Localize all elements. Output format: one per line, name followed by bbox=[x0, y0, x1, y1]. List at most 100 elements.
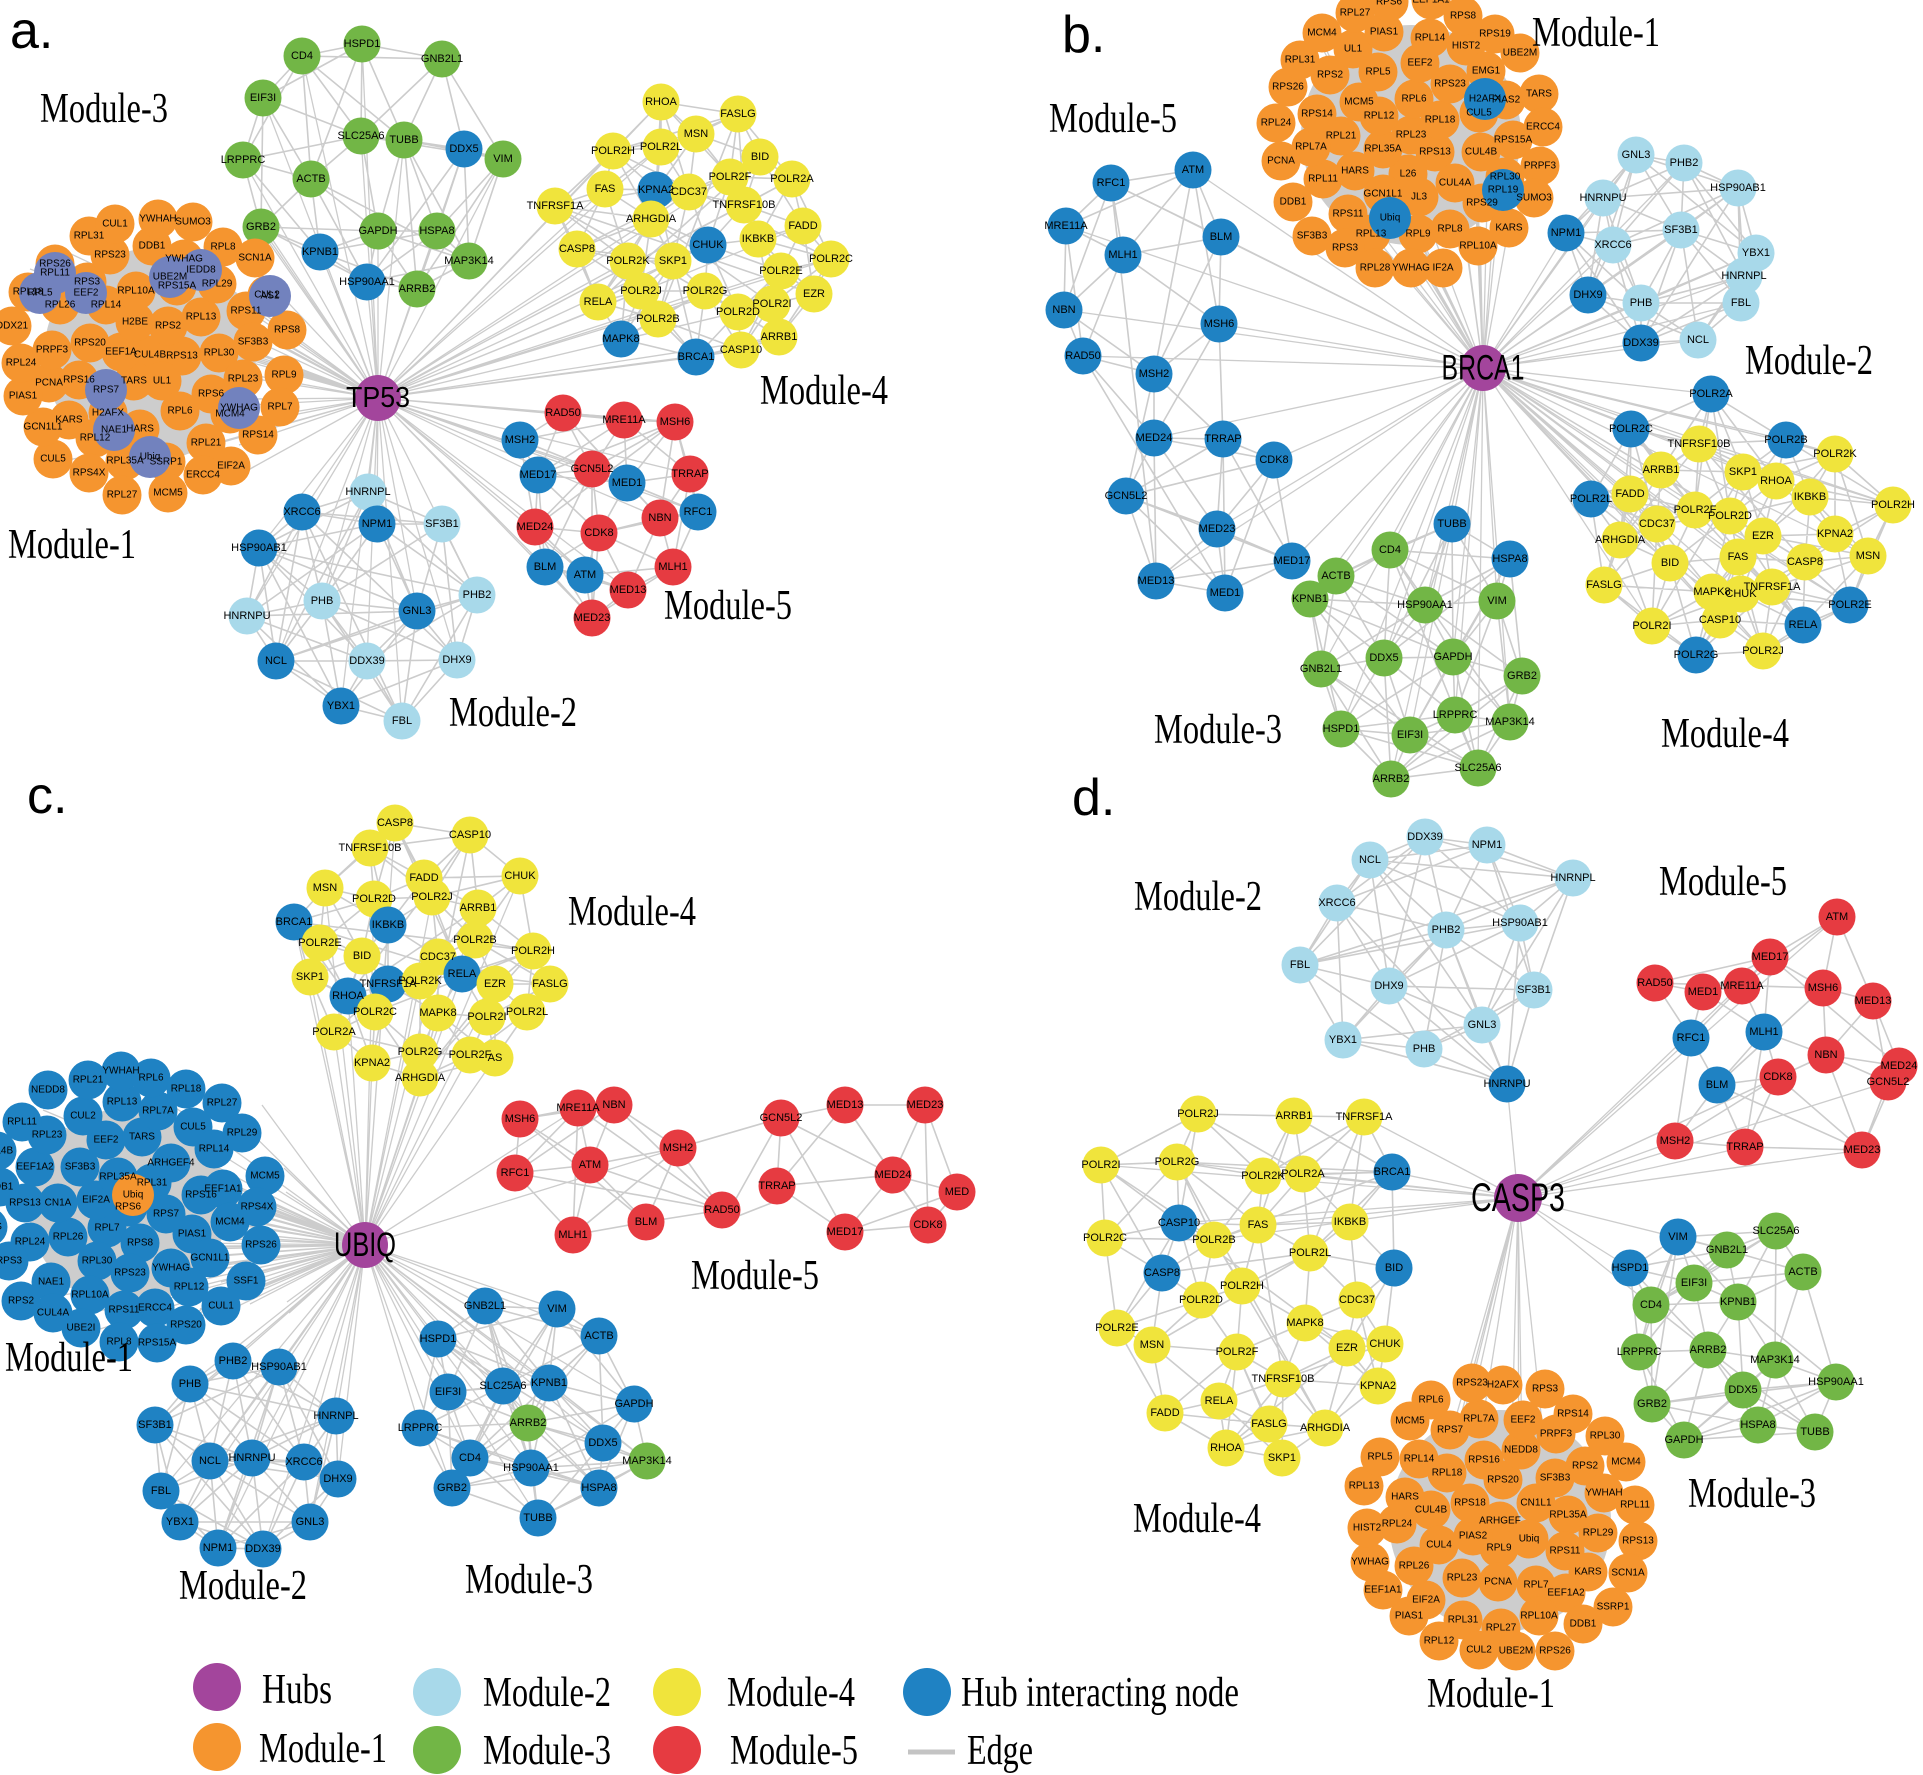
svg-text:RPL27: RPL27 bbox=[107, 490, 138, 501]
svg-text:MED17: MED17 bbox=[520, 469, 557, 481]
svg-text:Module-5: Module-5 bbox=[1049, 96, 1177, 142]
svg-text:AS: AS bbox=[488, 1052, 503, 1064]
svg-text:RPS13: RPS13 bbox=[9, 1198, 41, 1209]
svg-text:EEF1A: EEF1A bbox=[105, 347, 137, 358]
svg-text:NPM1: NPM1 bbox=[362, 518, 393, 530]
svg-text:BLM: BLM bbox=[534, 561, 557, 573]
svg-text:POLR2G: POLR2G bbox=[398, 1046, 443, 1058]
svg-text:CUL5: CUL5 bbox=[180, 1122, 206, 1133]
svg-text:RPS7: RPS7 bbox=[153, 1209, 180, 1220]
svg-text:MLH1: MLH1 bbox=[1108, 249, 1137, 261]
svg-text:RFC1: RFC1 bbox=[1677, 1032, 1706, 1044]
svg-text:POLR2B: POLR2B bbox=[636, 313, 679, 325]
svg-text:MED23: MED23 bbox=[574, 612, 611, 624]
svg-text:RPL31: RPL31 bbox=[137, 1178, 168, 1189]
svg-text:GNL3: GNL3 bbox=[1622, 149, 1651, 161]
svg-text:XRCC6: XRCC6 bbox=[1594, 239, 1631, 251]
svg-text:d.: d. bbox=[1072, 769, 1115, 827]
svg-text:HSP90AB1: HSP90AB1 bbox=[251, 1361, 307, 1373]
svg-text:HNRNPU: HNRNPU bbox=[1579, 192, 1626, 204]
svg-text:RPL24: RPL24 bbox=[15, 1237, 46, 1248]
svg-text:RPL14: RPL14 bbox=[1415, 33, 1446, 44]
svg-text:FAS: FAS bbox=[1728, 551, 1749, 563]
svg-text:RPS23: RPS23 bbox=[94, 250, 126, 261]
svg-text:UBE2M: UBE2M bbox=[1499, 1646, 1533, 1657]
svg-text:POLR2I: POLR2I bbox=[1081, 1159, 1120, 1171]
svg-text:POLR2B: POLR2B bbox=[1192, 1234, 1235, 1246]
svg-text:SF3B3: SF3B3 bbox=[238, 337, 269, 348]
svg-text:RPS29: RPS29 bbox=[1466, 198, 1498, 209]
svg-text:RPL13: RPL13 bbox=[1349, 1481, 1380, 1492]
svg-text:RPL19: RPL19 bbox=[1488, 185, 1519, 196]
svg-text:YWHAH: YWHAH bbox=[102, 1066, 139, 1077]
svg-text:RPS26: RPS26 bbox=[39, 259, 71, 270]
svg-text:RPS26: RPS26 bbox=[1272, 82, 1304, 93]
svg-text:IEDD8: IEDD8 bbox=[186, 265, 216, 276]
svg-text:Module-4: Module-4 bbox=[727, 1670, 855, 1716]
svg-text:CN1L1: CN1L1 bbox=[1520, 1498, 1552, 1509]
svg-text:RPL11: RPL11 bbox=[1308, 174, 1338, 185]
svg-text:RPL35A: RPL35A bbox=[1549, 1510, 1587, 1521]
svg-text:GAPDH: GAPDH bbox=[614, 1398, 653, 1410]
svg-text:POLR2L: POLR2L bbox=[1289, 1247, 1331, 1259]
svg-text:BRCA1: BRCA1 bbox=[1374, 1166, 1411, 1178]
svg-text:Edge: Edge bbox=[967, 1728, 1033, 1774]
svg-text:ARHGDIA: ARHGDIA bbox=[1300, 1422, 1351, 1434]
svg-text:EIF3I: EIF3I bbox=[1397, 729, 1423, 741]
svg-text:POLR2G: POLR2G bbox=[683, 285, 728, 297]
svg-text:CUL4B: CUL4B bbox=[1415, 1505, 1448, 1516]
svg-text:RPL28: RPL28 bbox=[1360, 263, 1391, 274]
svg-text:IKBKB: IKBKB bbox=[1794, 491, 1826, 503]
svg-text:KPNA2: KPNA2 bbox=[354, 1057, 390, 1069]
svg-text:GAPDH: GAPDH bbox=[1433, 651, 1472, 663]
svg-text:RAD50: RAD50 bbox=[1065, 350, 1100, 362]
svg-text:DDX5: DDX5 bbox=[1728, 1384, 1757, 1396]
svg-text:RPL7A: RPL7A bbox=[1463, 1414, 1495, 1425]
svg-text:H2AFX: H2AFX bbox=[92, 408, 125, 419]
svg-text:EZR: EZR bbox=[484, 978, 506, 990]
svg-text:RPL8: RPL8 bbox=[210, 242, 235, 253]
svg-text:POLR2J: POLR2J bbox=[1177, 1108, 1219, 1120]
svg-text:POLR2K: POLR2K bbox=[606, 255, 650, 267]
svg-text:Module-1: Module-1 bbox=[1532, 10, 1660, 56]
svg-text:RPL12: RPL12 bbox=[80, 433, 111, 444]
svg-text:Module-2: Module-2 bbox=[1134, 874, 1262, 920]
svg-text:ARRB1: ARRB1 bbox=[1643, 464, 1680, 476]
svg-text:IKBKB: IKBKB bbox=[1334, 1216, 1366, 1228]
svg-text:YBX1: YBX1 bbox=[1329, 1034, 1357, 1046]
svg-text:HIST2: HIST2 bbox=[1353, 1523, 1382, 1534]
svg-text:CASP10: CASP10 bbox=[1699, 614, 1741, 626]
svg-text:Module-5: Module-5 bbox=[730, 1728, 858, 1774]
svg-text:VIM: VIM bbox=[547, 1303, 567, 1315]
svg-text:FBL: FBL bbox=[392, 715, 412, 727]
svg-text:HSP90AA1: HSP90AA1 bbox=[339, 276, 395, 288]
svg-text:Module-2: Module-2 bbox=[483, 1670, 611, 1716]
svg-text:RPL10A: RPL10A bbox=[71, 1290, 109, 1301]
svg-text:RPL18: RPL18 bbox=[171, 1084, 202, 1095]
svg-text:HSP90AA1: HSP90AA1 bbox=[1397, 599, 1453, 611]
svg-text:SCN1A: SCN1A bbox=[1611, 1568, 1645, 1579]
svg-text:HSPD1: HSPD1 bbox=[1323, 723, 1360, 735]
svg-text:YWHAG: YWHAG bbox=[1392, 263, 1430, 274]
svg-text:POLR2E: POLR2E bbox=[1828, 599, 1871, 611]
svg-text:RPL26: RPL26 bbox=[45, 300, 76, 311]
svg-text:UL1: UL1 bbox=[153, 376, 172, 387]
svg-text:GRB2: GRB2 bbox=[437, 1482, 467, 1494]
svg-text:FBL: FBL bbox=[1290, 959, 1310, 971]
svg-text:UBE2M: UBE2M bbox=[1503, 48, 1537, 59]
svg-text:RPL12: RPL12 bbox=[174, 1282, 205, 1293]
svg-text:CHUK: CHUK bbox=[692, 239, 724, 251]
svg-text:RPL6: RPL6 bbox=[138, 1073, 163, 1084]
svg-text:SKP1: SKP1 bbox=[1729, 466, 1757, 478]
svg-text:Ubiq: Ubiq bbox=[140, 452, 161, 463]
svg-text:BRCA1: BRCA1 bbox=[276, 916, 313, 928]
svg-text:YWHAG: YWHAG bbox=[1351, 1557, 1389, 1568]
svg-text:MCM5: MCM5 bbox=[153, 488, 183, 499]
svg-text:c.: c. bbox=[27, 767, 67, 825]
svg-text:RPL31: RPL31 bbox=[1448, 1615, 1479, 1626]
svg-text:HARS: HARS bbox=[1391, 1492, 1419, 1503]
svg-text:RPS15A: RPS15A bbox=[158, 281, 197, 292]
svg-text:ATM: ATM bbox=[1182, 164, 1204, 176]
svg-text:SLC25A6: SLC25A6 bbox=[479, 1380, 526, 1392]
svg-text:TNFRSF1A: TNFRSF1A bbox=[527, 200, 585, 212]
